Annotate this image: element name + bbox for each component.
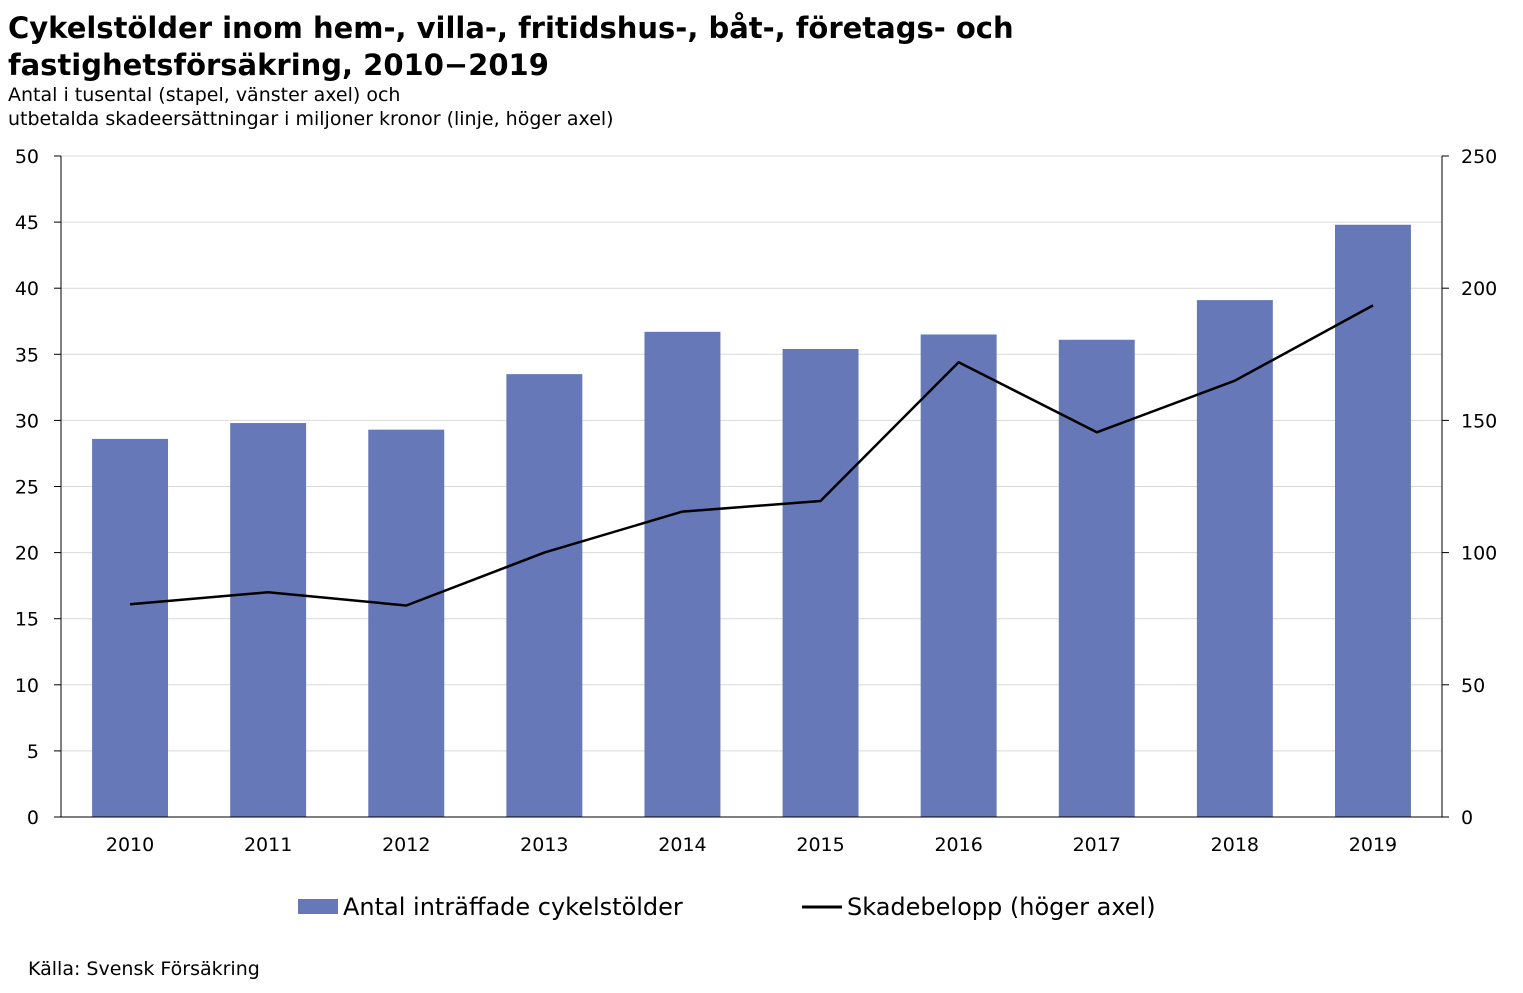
left-axis-tick-label: 20 (15, 543, 39, 565)
bar (1196, 300, 1273, 817)
chart-title-line2: fastighetsförsäkring, 2010−2019 (8, 48, 549, 82)
chart-title: Cykelstölder inom hem-, villa-, fritidsh… (8, 10, 1408, 84)
x-axis-tick-label: 2017 (1073, 834, 1121, 856)
legend: Antal inträffade cykelstölder Skadebelopp… (298, 893, 1156, 921)
bar (230, 423, 307, 817)
x-axis-tick-label: 2018 (1211, 834, 1259, 856)
right-axis-tick-label: 250 (1461, 146, 1497, 168)
bar (920, 334, 997, 817)
x-axis-tick-label: 2011 (244, 834, 292, 856)
left-axis-tick-label: 15 (15, 609, 39, 631)
chart-subtitle: Antal i tusental (stapel, vänster axel) … (8, 83, 614, 131)
bar (782, 349, 859, 817)
x-axis-tick-label: 2010 (106, 834, 154, 856)
x-axis-tick-label: 2014 (658, 834, 706, 856)
left-axis-tick-label: 35 (15, 344, 39, 366)
left-axis-tick-label: 40 (15, 278, 39, 300)
left-axis-tick-label: 30 (15, 410, 39, 432)
chart-subtitle-line1: Antal i tusental (stapel, vänster axel) … (8, 84, 401, 106)
left-axis-tick-label: 0 (27, 807, 39, 829)
bar (368, 429, 445, 817)
legend-label-bar: Antal inträffade cykelstölder (343, 893, 683, 921)
axes (54, 155, 1449, 818)
legend-label-line: Skadebelopp (höger axel) (847, 893, 1156, 921)
left-axis-tick-label: 25 (15, 477, 39, 499)
left-axis-tick-label: 5 (27, 741, 39, 763)
x-axis-tick-label: 2019 (1349, 834, 1397, 856)
bar-series (92, 224, 1411, 817)
bar (1334, 224, 1411, 817)
bar (644, 331, 721, 817)
chart-title-line1: Cykelstölder inom hem-, villa-, fritidsh… (8, 11, 1014, 45)
x-axis-tick-label: 2016 (934, 834, 982, 856)
tick-labels: 0 5 10 15 20 25 30 35 40 45 50 0 50 100 150 200 250 2010 2… (15, 146, 1497, 856)
x-axis-tick-label: 2012 (382, 834, 430, 856)
legend-swatch-bar (298, 899, 338, 914)
series-line (129, 304, 1374, 607)
chart-subtitle-line2: utbetalda skadeersättningar i miljoner k… (8, 108, 614, 130)
right-axis-tick-label: 0 (1461, 807, 1473, 829)
right-axis-tick-label: 100 (1461, 543, 1497, 565)
bar (506, 374, 583, 817)
right-axis-tick-label: 150 (1461, 410, 1497, 432)
source-note: Källa: Svensk Försäkring (28, 958, 260, 980)
x-axis-tick-label: 2015 (796, 834, 844, 856)
left-axis-tick-label: 45 (15, 212, 39, 234)
x-axis-tick-label: 2013 (520, 834, 568, 856)
right-axis-tick-label: 200 (1461, 278, 1497, 300)
bar (92, 438, 169, 817)
left-axis-tick-label: 50 (15, 146, 39, 168)
bar (1058, 339, 1135, 817)
left-axis-tick-label: 10 (15, 675, 39, 697)
line-series (129, 304, 1374, 607)
right-axis-tick-label: 50 (1461, 675, 1485, 697)
